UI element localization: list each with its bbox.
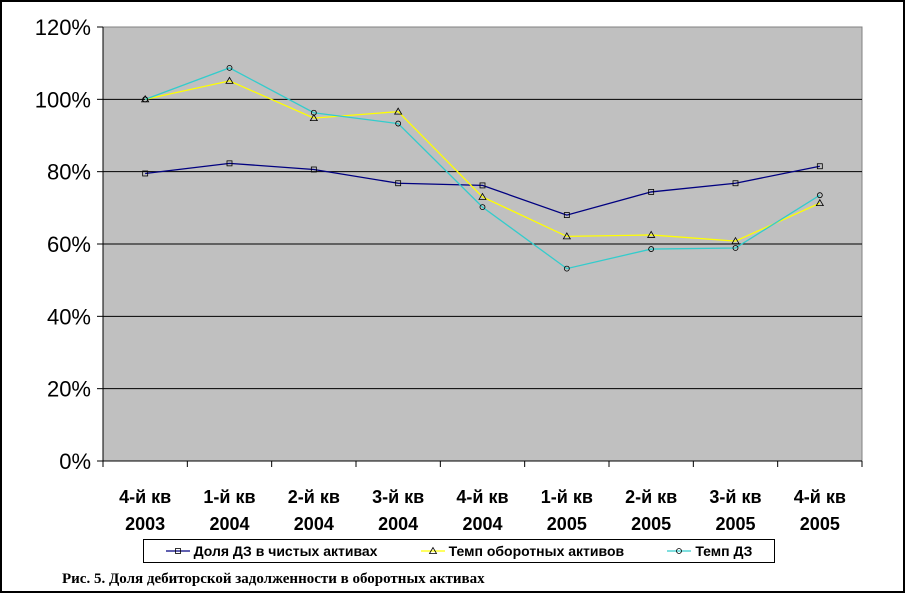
x-tick-label: 2004: [462, 514, 502, 534]
data-point-circle: [310, 109, 317, 116]
legend-label: Темп оборотных активов: [448, 543, 625, 559]
data-point-circle: [395, 120, 402, 127]
data-point-circle: [479, 204, 486, 211]
data-point-triangle: [478, 192, 487, 200]
y-tick-label: 100%: [35, 87, 91, 112]
data-point-square: [732, 180, 739, 187]
x-tick-label: 3-й кв: [709, 487, 761, 507]
series-1: [142, 160, 823, 218]
data-point-square: [648, 189, 655, 195]
x-tick-label: 2005: [800, 514, 840, 534]
data-point-triangle: [225, 76, 234, 84]
series-line: [145, 80, 821, 242]
series-group: [140, 64, 825, 272]
x-tick-label: 2004: [294, 514, 334, 534]
data-point-square: [479, 182, 486, 189]
y-tick-label: 20%: [47, 377, 91, 402]
figure-caption: Рис. 5. Доля дебиторской задолженности в…: [62, 571, 485, 587]
x-tick-label: 2004: [209, 514, 249, 534]
legend-swatch: [420, 546, 445, 554]
data-point-circle: [226, 64, 233, 71]
data-point-triangle: [562, 232, 572, 240]
data-point-square: [310, 166, 317, 173]
series-line: [144, 67, 821, 270]
legend-item: Доля ДЗ в чистых активах: [165, 543, 378, 559]
x-tick-label: 1-й кв: [541, 487, 593, 507]
x-tick-labels: 4-й кв 2003 1-й кв 2004 2-й кв 2004 3-й кв 2004…: [119, 487, 846, 534]
data-point-circle: [142, 96, 149, 103]
x-tick-label: 2005: [631, 514, 671, 534]
data-point-circle: [732, 245, 739, 251]
data-point-square: [563, 212, 570, 218]
data-point-triangle: [428, 546, 437, 554]
data-point-circle: [563, 265, 570, 272]
x-tick-label: 4-й кв: [794, 487, 846, 507]
data-point-square: [174, 548, 181, 554]
data-point-square: [142, 170, 149, 177]
legend: Доля ДЗ в чистых активах Темп оборотных а…: [143, 539, 775, 563]
axes: [97, 26, 863, 467]
x-tick-label: 2-й кв: [288, 487, 340, 507]
y-tick-label: 0%: [59, 449, 91, 474]
data-point-square: [816, 163, 823, 170]
legend-label: Доля ДЗ в чистых активах: [193, 543, 378, 559]
series-line: [145, 162, 820, 216]
data-point-triangle: [815, 198, 825, 207]
data-point-triangle: [393, 107, 403, 115]
data-point-circle: [648, 246, 655, 252]
y-tick-label: 120%: [35, 15, 91, 40]
x-tick-label: 2003: [125, 514, 165, 534]
y-tick-label: 40%: [47, 304, 91, 329]
x-tick-label: 4-й кв: [119, 487, 171, 507]
grid-lines: [103, 98, 862, 390]
legend-swatch: [667, 548, 692, 554]
series-3: [142, 64, 823, 272]
y-tick-labels: 0% 20% 40% 60% 80% 100% 120%: [35, 15, 91, 474]
x-tick-label: 2004: [378, 514, 418, 534]
data-point-triangle: [646, 230, 656, 238]
data-point-circle: [676, 548, 683, 554]
legend-item: Темп оборотных активов: [420, 543, 625, 559]
x-tick-label: 2005: [547, 514, 587, 534]
data-point-triangle: [309, 113, 319, 122]
x-tick-label: 2-й кв: [625, 487, 677, 507]
x-tick-label: 1-й кв: [203, 487, 255, 507]
y-tick-label: 80%: [47, 160, 91, 185]
data-point-square: [395, 180, 402, 187]
data-point-circle: [816, 192, 823, 199]
x-tick-label: 3-й кв: [372, 487, 424, 507]
y-tick-label: 60%: [47, 232, 91, 257]
legend-label: Темп ДЗ: [695, 543, 753, 559]
data-point-square: [226, 160, 233, 167]
legend-swatch: [165, 548, 190, 554]
data-point-triangle: [731, 236, 740, 245]
x-tick-label: 4-й кв: [456, 487, 508, 507]
legend-item: Темп ДЗ: [667, 543, 752, 559]
x-tick-label: 2005: [715, 514, 755, 534]
